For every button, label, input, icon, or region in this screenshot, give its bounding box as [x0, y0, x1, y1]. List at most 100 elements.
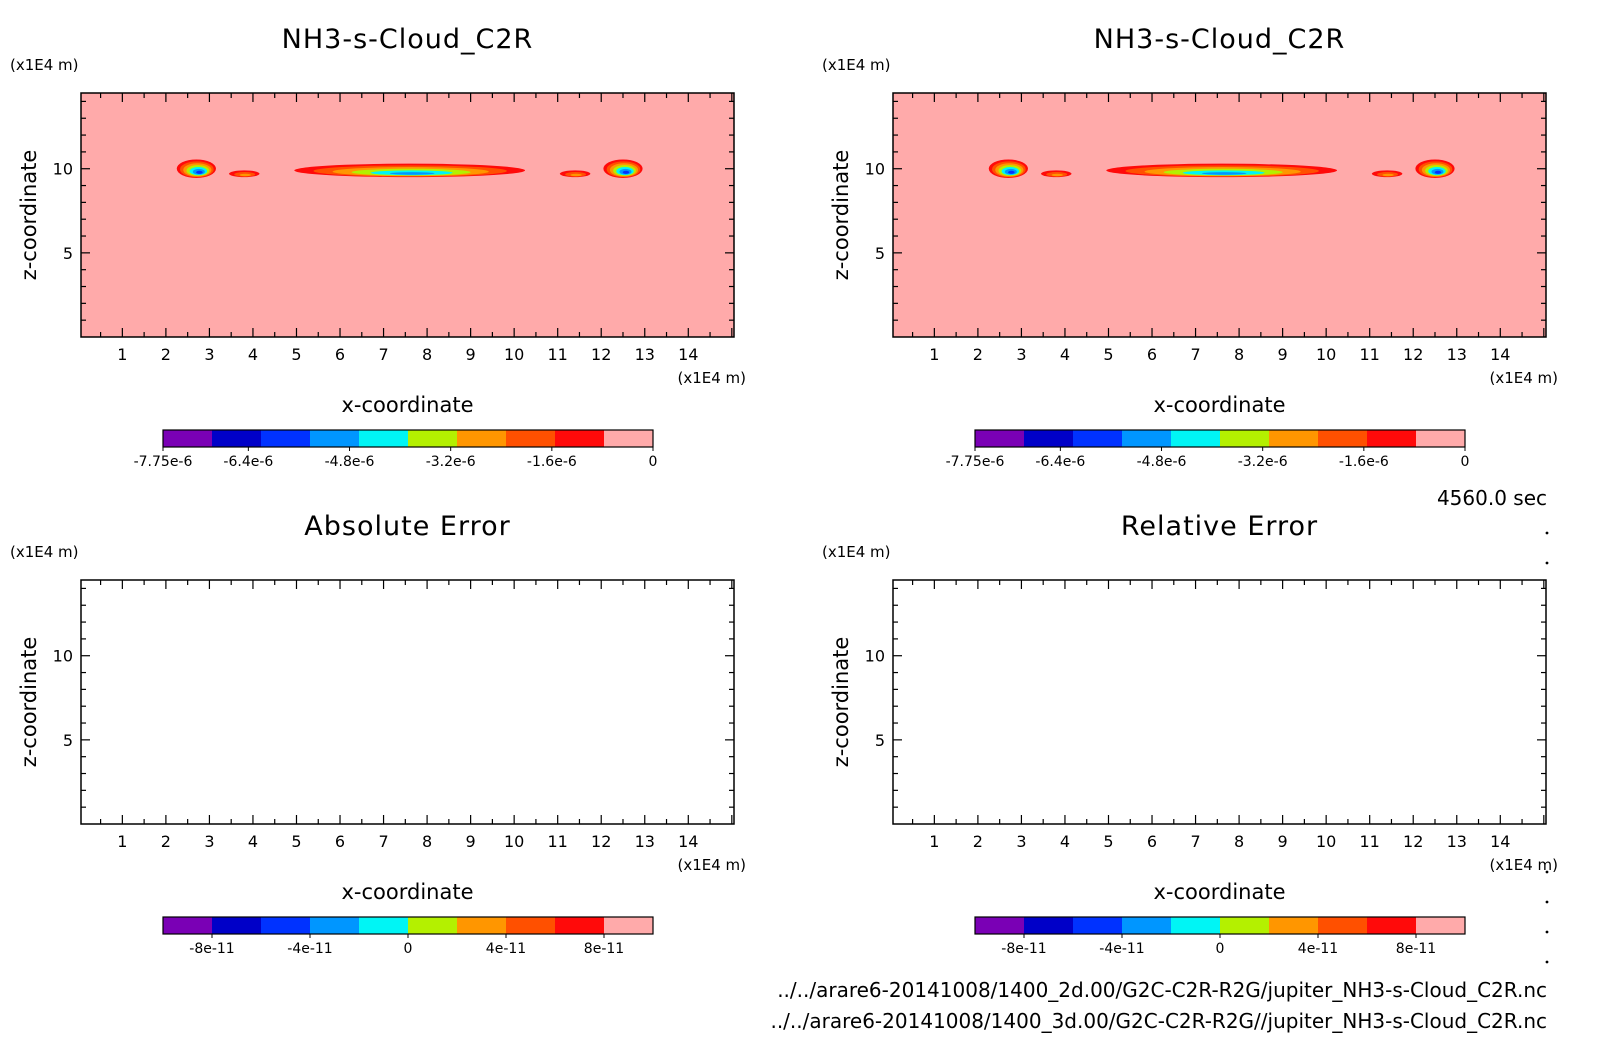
y-unit-label: (x1E4 m): [822, 56, 891, 74]
colorbar-segment: [975, 917, 1024, 934]
x-tick-label: 11: [548, 832, 568, 851]
x-tick-label: 3: [204, 832, 214, 851]
colorbar-label: -6.4e-6: [223, 454, 273, 470]
x-tick-label: 6: [335, 832, 345, 851]
colorbar-segment: [408, 917, 457, 934]
colorbar-segment: [163, 917, 212, 934]
cloud-feature-2-bin-6: [1051, 173, 1063, 177]
colorbar-label: -7.75e-6: [946, 454, 1005, 470]
colorbar-segment: [506, 430, 555, 447]
x-unit-label: (x1E4 m): [1489, 856, 1558, 874]
x-tick-label: 6: [335, 345, 345, 364]
plot-frame: [892, 92, 1547, 338]
x-tick-label: 13: [635, 345, 655, 364]
x-tick-label: 5: [291, 345, 301, 364]
x-tick-label: 3: [1016, 345, 1026, 364]
colorbar-segment: [1318, 917, 1367, 934]
colorbar-segment: [1416, 917, 1465, 934]
x-axis-label: x-coordinate: [341, 393, 473, 417]
x-tick-label: 4: [1060, 345, 1070, 364]
cloud-feature-1-bin-2: [1008, 170, 1015, 174]
x-tick-label: 12: [1403, 345, 1423, 364]
x-tick-label: 2: [973, 345, 983, 364]
colorbar-label: -8e-11: [189, 941, 234, 957]
cloud-feature-2-bin-6: [239, 173, 251, 177]
colorbar-segment: [1171, 917, 1220, 934]
chart-title: NH3-s-Cloud_C2R: [282, 24, 534, 55]
cloud-feature-3-bin-3: [1201, 172, 1247, 175]
cloud-features: [988, 159, 1455, 178]
x-tick-label: 8: [422, 345, 432, 364]
colorbar-segment: [457, 430, 506, 447]
margin-dot: [1545, 531, 1549, 535]
cloud-feature-4-bin-6: [1382, 173, 1394, 177]
chart-panel-3: Absolute Error(x1E4 m)1 2 3 4 5 6 7 8 9 10 11 12 13 1…: [10, 511, 746, 957]
x-tick-label: 5: [291, 832, 301, 851]
y-tick-label: 5: [63, 731, 73, 750]
x-unit-label: (x1E4 m): [677, 369, 746, 387]
colorbar-segment: [1318, 430, 1367, 447]
cloud-feature-5-bin-2: [622, 170, 630, 174]
x-axis-label: x-coordinate: [1153, 880, 1285, 904]
chart-panel-2: NH3-s-Cloud_C2R(x1E4 m)1 2 3 4 5 6 7 8 9 10 11 12 13…: [822, 24, 1558, 470]
colorbar-label: 8e-11: [1396, 941, 1436, 957]
colorbar-label: -3.2e-6: [426, 454, 476, 470]
x-tick-label: 4: [1060, 832, 1070, 851]
y-tick-label: 10: [865, 647, 885, 666]
x-tick-label: 13: [1447, 345, 1467, 364]
colorbar-segment: [604, 430, 653, 447]
y-axis-label: z-coordinate: [17, 637, 41, 768]
colorbar-segment: [1122, 917, 1171, 934]
y-unit-label: (x1E4 m): [822, 543, 891, 561]
colorbar-label: 0: [404, 941, 413, 957]
colorbar-segment: [1073, 430, 1122, 447]
cloud-feature-1-bin-2: [196, 170, 203, 174]
x-tick-label: 7: [378, 345, 388, 364]
colorbar-label: -3.2e-6: [1238, 454, 1288, 470]
y-axis-label: z-coordinate: [17, 150, 41, 281]
x-tick-label: 9: [1278, 345, 1288, 364]
x-tick-label: 2: [973, 832, 983, 851]
x-tick-label: 14: [678, 345, 698, 364]
x-unit-label: (x1E4 m): [677, 856, 746, 874]
colorbar-label: -1.6e-6: [1339, 454, 1389, 470]
y-unit-label: (x1E4 m): [10, 543, 79, 561]
plot-area: [893, 93, 1546, 337]
colorbar-label: 4e-11: [486, 941, 526, 957]
x-tick-label: 2: [161, 832, 171, 851]
colorbar-segment: [1171, 430, 1220, 447]
x-tick-label: 14: [1490, 832, 1510, 851]
x-tick-label: 11: [1360, 832, 1380, 851]
colorbar-segment: [975, 430, 1024, 447]
x-tick-label: 10: [504, 832, 524, 851]
colorbar-label: -8e-11: [1001, 941, 1046, 957]
chart-panel-1: NH3-s-Cloud_C2R(x1E4 m)1 2 3 4 5 6 7 8 9 10 11 12 13…: [10, 24, 746, 470]
colorbar-label: 0: [649, 454, 658, 470]
colorbar-label: -6.4e-6: [1035, 454, 1085, 470]
cloud-features: [176, 159, 643, 178]
plot-frame: [80, 92, 735, 338]
colorbar-segment: [555, 917, 604, 934]
x-tick-label: 9: [466, 832, 476, 851]
chart-title: Absolute Error: [304, 511, 510, 542]
colorbar-segment: [212, 917, 261, 934]
x-tick-label: 13: [635, 832, 655, 851]
x-tick-label: 8: [1234, 832, 1244, 851]
colorbar-segment: [163, 430, 212, 447]
colorbar-segment: [310, 430, 359, 447]
colorbar-segment: [604, 917, 653, 934]
colorbar-segment: [359, 917, 408, 934]
colorbar-segment: [1024, 430, 1073, 447]
colorbar-segment: [1367, 917, 1416, 934]
x-tick-label: 2: [161, 345, 171, 364]
x-tick-label: 11: [1360, 345, 1380, 364]
x-tick-label: 1: [117, 345, 127, 364]
x-tick-label: 13: [1447, 832, 1467, 851]
y-tick-label: 10: [53, 647, 73, 666]
x-tick-label: 9: [1278, 832, 1288, 851]
chart-title: NH3-s-Cloud_C2R: [1094, 24, 1346, 55]
colorbar-frame: [974, 429, 1466, 448]
colorbar-segment: [1416, 430, 1465, 447]
x-tick-label: 9: [466, 345, 476, 364]
